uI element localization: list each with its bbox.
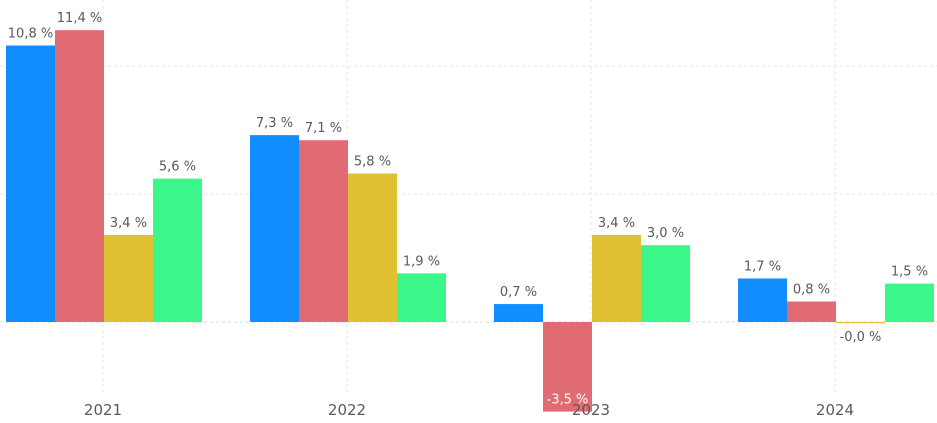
bar-2022-series-4: [397, 273, 446, 322]
data-label-2024-series-4: 1,5 %: [891, 265, 928, 280]
data-label-2023-series-1: 0,7 %: [500, 285, 537, 300]
data-label-2023-series-4: 3,0 %: [647, 226, 684, 241]
bar-2024-series-4: [885, 283, 934, 322]
bar-2023-series-1: [494, 304, 543, 322]
bar-2022-series-3: [348, 173, 397, 322]
data-label-2022-series-2: 7,1 %: [305, 121, 342, 136]
x-tick-label-2023: 2023: [572, 401, 610, 419]
x-tick-label-2022: 2022: [328, 401, 366, 419]
bar-2024-series-3: [836, 322, 885, 324]
bar-2024-series-2: [787, 301, 836, 322]
bar-2022-series-2: [299, 140, 348, 322]
x-tick-label-2021: 2021: [84, 401, 122, 419]
data-label-2021-series-4: 5,6 %: [159, 160, 196, 175]
data-label-2022-series-4: 1,9 %: [403, 254, 440, 269]
bar-2023-series-2: [543, 322, 592, 412]
bar-2024-series-1: [738, 278, 787, 322]
bar-2023-series-3: [592, 234, 641, 322]
data-label-2021-series-2: 11,4 %: [57, 11, 102, 26]
data-label-2023-series-3: 3,4 %: [598, 216, 635, 231]
bar-2023-series-4: [641, 245, 690, 322]
data-label-2021-series-3: 3,4 %: [110, 216, 147, 231]
bar-2021-series-3: [104, 234, 153, 322]
bar-2022-series-1: [250, 135, 299, 322]
bar-2021-series-1: [6, 45, 55, 323]
bar-2021-series-2: [55, 30, 104, 322]
data-label-2022-series-3: 5,8 %: [354, 155, 391, 170]
data-label-2024-series-1: 1,7 %: [744, 259, 781, 274]
data-label-2022-series-1: 7,3 %: [256, 116, 293, 131]
data-label-2021-series-1: 10,8 %: [8, 27, 53, 42]
data-label-2023-series-2: -3,5 %: [547, 393, 589, 408]
data-label-2024-series-3: -0,0 %: [840, 330, 882, 345]
x-tick-label-2024: 2024: [816, 401, 854, 419]
bar-2021-series-4: [153, 178, 202, 322]
data-label-2024-series-2: 0,8 %: [793, 283, 830, 298]
